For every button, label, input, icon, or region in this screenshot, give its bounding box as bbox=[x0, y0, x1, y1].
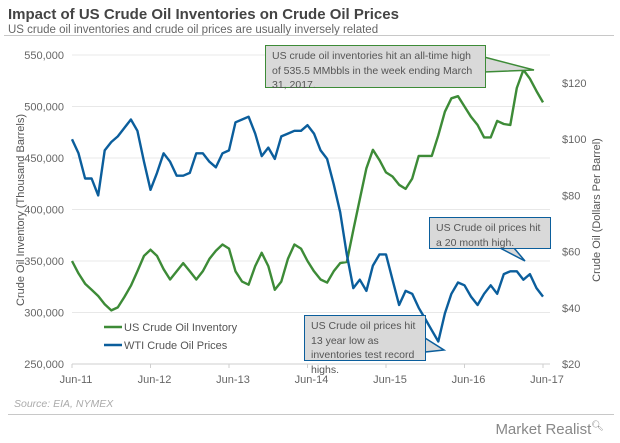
x-axis: Jun-11 Jun-12 Jun-13 Jun-14 Jun-15 Jun-16 Jun-… bbox=[60, 364, 564, 386]
x-tick-label: Jun-14 bbox=[295, 374, 329, 386]
price-series-line bbox=[70, 115, 544, 343]
annotation-inventory-high: US crude oil inventories hit an all-time… bbox=[265, 45, 486, 91]
brand-text: Market Realist bbox=[495, 421, 592, 438]
x-tick-label: Jun-15 bbox=[373, 374, 407, 386]
right-tick-label: $40 bbox=[562, 303, 580, 315]
right-tick-label: $60 bbox=[562, 247, 580, 259]
callout-tail-13-year-low bbox=[424, 336, 447, 353]
brand-logo: Market Realist🔍︎ bbox=[495, 421, 604, 438]
callout-tail-inventory-high bbox=[483, 56, 535, 73]
annotation-20-month-high: US Crude oil prices hit a 20 month high. bbox=[429, 217, 551, 249]
header-divider bbox=[4, 35, 614, 36]
right-axis-label: Crude Oil (Dollars Per Barrel) bbox=[591, 138, 603, 282]
left-tick-label: 450,000 bbox=[24, 153, 64, 165]
inventory-series-line bbox=[70, 68, 545, 312]
legend: US Crude Oil Inventory WTI Crude Oil Pri… bbox=[104, 322, 238, 352]
left-tick-label: 500,000 bbox=[24, 102, 64, 114]
left-axis-ticks: 250,000 300,000 350,000 400,000 450,000 500,0… bbox=[24, 50, 64, 371]
right-tick-label: $120 bbox=[562, 78, 586, 90]
chart-title: Impact of US Crude Oil Inventories on Cr… bbox=[8, 6, 399, 23]
chart-subtitle: US crude oil inventories and crude oil p… bbox=[8, 24, 379, 36]
left-axis-label: Crude Oil Inventory (Thousand Barrels) bbox=[15, 114, 27, 306]
left-tick-label: 400,000 bbox=[24, 205, 64, 217]
left-tick-label: 350,000 bbox=[24, 256, 64, 268]
annotation-13-year-low: US Crude oil prices hit 13 year low as i… bbox=[304, 315, 426, 376]
source-note: Source: EIA, NYMEX bbox=[14, 398, 114, 410]
legend-label-inventory: US Crude Oil Inventory bbox=[124, 322, 238, 334]
x-tick-label: Jun-16 bbox=[452, 374, 486, 386]
left-tick-label: 250,000 bbox=[24, 359, 64, 371]
left-tick-label: 300,000 bbox=[24, 308, 64, 320]
right-tick-label: $20 bbox=[562, 359, 580, 371]
right-tick-label: $80 bbox=[562, 190, 580, 202]
right-axis-ticks: $20 $40 $60 $80 $100 $120 bbox=[562, 78, 586, 371]
x-tick-label: Jun-11 bbox=[60, 374, 93, 386]
right-tick-label: $100 bbox=[562, 134, 586, 146]
legend-label-price: WTI Crude Oil Prices bbox=[124, 340, 228, 352]
x-tick-label: Jun-13 bbox=[216, 374, 250, 386]
x-tick-label: Jun-17 bbox=[530, 374, 564, 386]
magnifier-icon: 🔍︎ bbox=[591, 421, 604, 432]
left-tick-label: 550,000 bbox=[24, 50, 64, 62]
footer-divider bbox=[8, 414, 614, 415]
x-tick-label: Jun-12 bbox=[138, 374, 172, 386]
